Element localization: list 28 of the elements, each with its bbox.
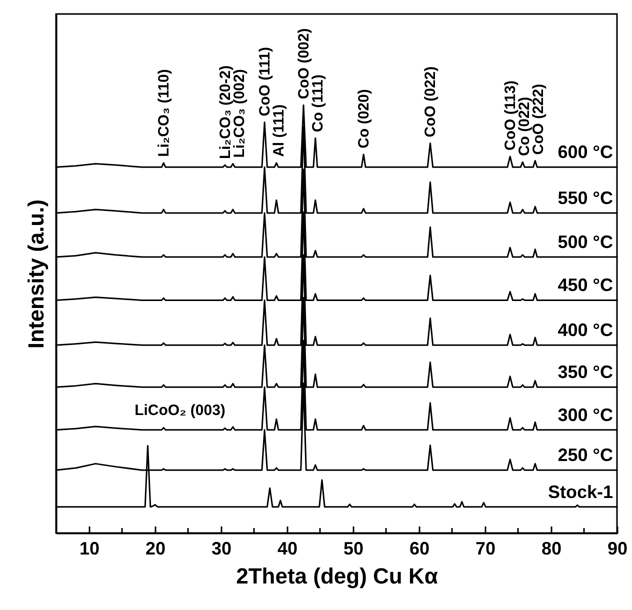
annotation: CoO (022) (422, 66, 440, 138)
x-tick-label: 90 (607, 538, 628, 558)
series-label: 300 °C (558, 404, 613, 425)
annotation: Li₂CO₃ (110) (156, 69, 173, 157)
y-axis-title: Intensity (a.u.) (24, 199, 48, 349)
series-label: 250 °C (558, 445, 613, 466)
x-tick-label: 30 (211, 538, 232, 558)
annotation: Co (111) (310, 74, 326, 132)
annotation: LiCoO₂ (003) (134, 402, 226, 419)
x-tick-label: 60 (409, 538, 430, 558)
annotation: Co (020) (356, 89, 373, 148)
annotation: Li₂CO₃ (20-2) (216, 65, 234, 160)
x-tick-label: 40 (277, 538, 298, 558)
x-tick-label: 10 (79, 538, 100, 558)
series-label: Stock-1 (548, 482, 613, 502)
annotation: CoO (002) (296, 28, 312, 100)
series-label: 600 °C (558, 142, 613, 162)
series-label: 400 °C (558, 320, 613, 340)
x-tick-label: 50 (343, 538, 364, 558)
x-axis-title: 2Theta (deg) Cu Kα (236, 564, 438, 588)
x-tick-label: 70 (475, 538, 496, 558)
series-label: 450 °C (558, 275, 613, 296)
annotation: CoO (113) (502, 80, 520, 150)
series-label: 350 °C (558, 362, 613, 382)
series-label: 500 °C (558, 232, 613, 252)
x-tick-label: 80 (541, 538, 562, 558)
series-label: 550 °C (558, 188, 613, 208)
x-tick-label: 20 (145, 538, 166, 558)
